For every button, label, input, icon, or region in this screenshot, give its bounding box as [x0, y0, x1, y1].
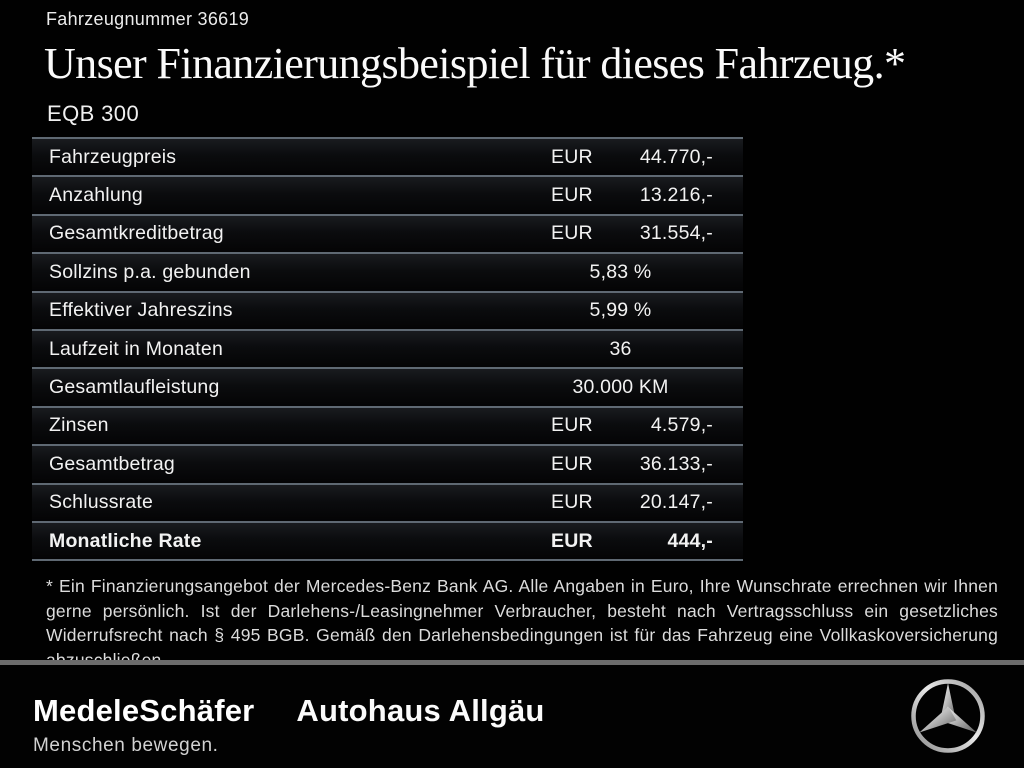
row-label: Monatliche Rate	[49, 529, 202, 552]
table-row-fahrzeugpreis: Fahrzeugpreis EUR 44.770,-	[32, 137, 743, 176]
row-currency: EUR	[551, 414, 593, 437]
legal-footnote: * Ein Finanzierungsangebot der Mercedes-…	[46, 576, 998, 670]
dealer-name-secondary: Autohaus Allgäu	[296, 693, 545, 728]
row-currency: EUR	[551, 452, 593, 475]
row-label: Zinsen	[49, 414, 109, 437]
row-value: 30.000 KM	[572, 376, 669, 399]
table-row-schlussrate: Schlussrate EUR 20.147,-	[32, 482, 743, 521]
financing-table: Fahrzeugpreis EUR 44.770,- Anzahlung EUR…	[32, 137, 743, 562]
row-value: 13.216,-	[639, 184, 713, 207]
table-row-sollzins: Sollzins p.a. gebunden 5,83 %	[32, 252, 743, 291]
table-row-zinsen: Zinsen EUR 4.579,-	[32, 405, 743, 445]
row-label: Effektiver Jahreszins	[49, 299, 233, 322]
vehicle-number: Fahrzeugnummer 36619	[46, 9, 250, 29]
row-value: 444,-	[667, 529, 713, 552]
row-currency: EUR	[551, 491, 593, 514]
table-row-gesamtlaufleistung: Gesamtlaufleistung 30.000 KM	[32, 367, 743, 406]
dealer-tagline: Menschen bewegen.	[33, 735, 219, 756]
table-row-gesamtkreditbetrag: Gesamtkreditbetrag EUR 31.554,-	[32, 213, 743, 253]
mercedes-star-icon	[911, 679, 985, 753]
row-label: Gesamtkreditbetrag	[49, 222, 224, 245]
page-title: Unser Finanzierungsbeispiel für dieses F…	[44, 39, 906, 88]
row-value: 5,99 %	[589, 299, 652, 322]
row-value: 5,83 %	[589, 260, 652, 283]
row-currency: EUR	[551, 529, 593, 552]
row-value: 4.579,-	[650, 414, 713, 437]
row-value: 44.770,-	[639, 145, 713, 168]
table-row-laufzeit: Laufzeit in Monaten 36	[32, 328, 743, 368]
row-label: Laufzeit in Monaten	[49, 337, 223, 360]
dealer-block: MedeleSchäfer Autohaus Allgäu Menschen b…	[33, 693, 545, 757]
row-currency: EUR	[551, 145, 593, 168]
row-label: Anzahlung	[49, 184, 143, 207]
row-label: Schlussrate	[49, 491, 154, 514]
table-row-monatliche-rate: Monatliche Rate EUR 444,-	[32, 520, 743, 560]
table-row-gesamtbetrag: Gesamtbetrag EUR 36.133,-	[32, 444, 743, 483]
table-row-anzahlung: Anzahlung EUR 13.216,-	[32, 175, 743, 214]
row-label: Gesamtlaufleistung	[49, 376, 220, 399]
vehicle-model: EQB 300	[47, 101, 140, 126]
row-value: 36.133,-	[639, 452, 713, 475]
row-currency: EUR	[551, 222, 593, 245]
row-label: Gesamtbetrag	[49, 452, 175, 475]
table-row-effektiver-jahreszins: Effektiver Jahreszins 5,99 %	[32, 290, 743, 329]
row-label: Sollzins p.a. gebunden	[49, 260, 251, 283]
row-value: 36	[609, 337, 632, 360]
row-value: 31.554,-	[639, 222, 713, 245]
row-value: 20.147,-	[639, 491, 713, 514]
row-currency: EUR	[551, 184, 593, 207]
dealer-logo: MedeleSchäfer	[33, 693, 255, 728]
row-label: Fahrzeugpreis	[49, 145, 177, 168]
footer-divider	[0, 660, 1024, 665]
dealer-footer: MedeleSchäfer Autohaus Allgäu Menschen b…	[0, 665, 1024, 768]
